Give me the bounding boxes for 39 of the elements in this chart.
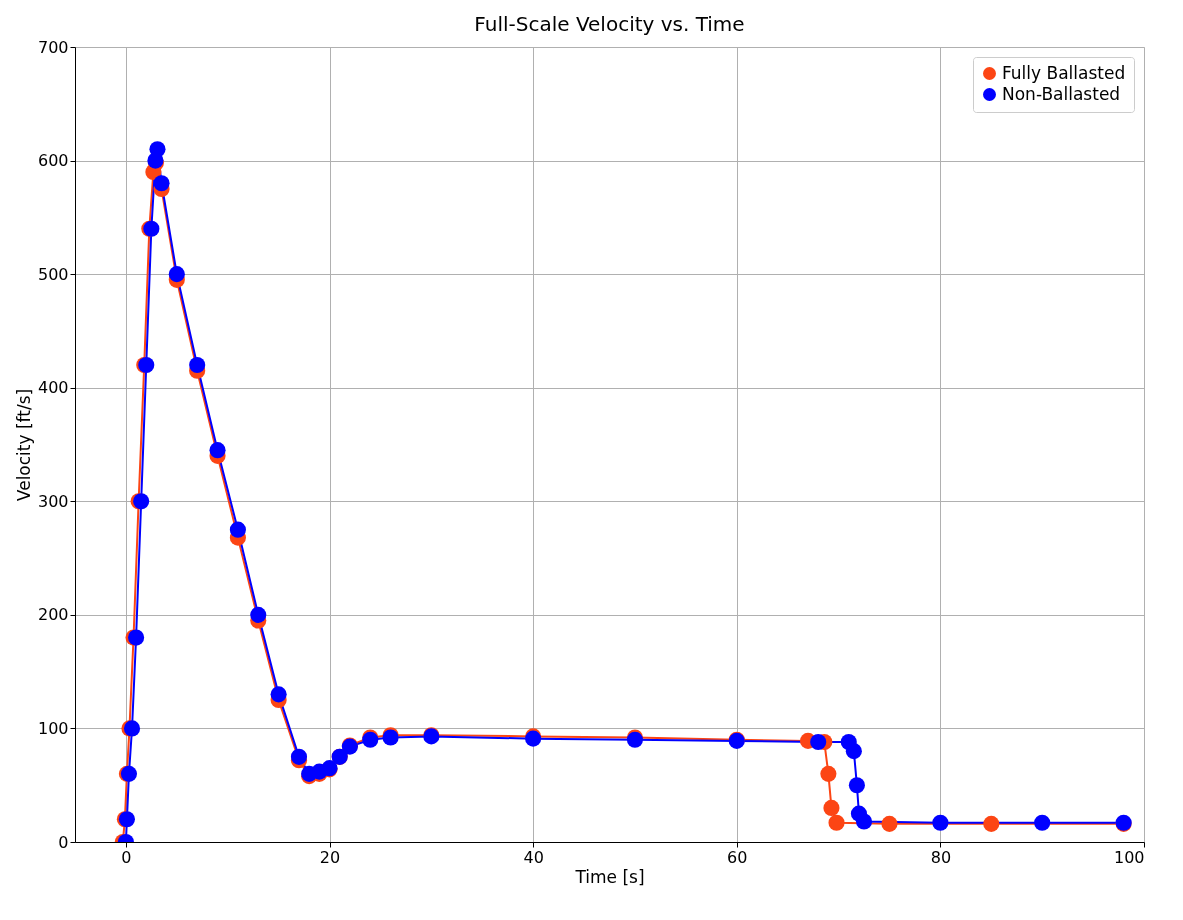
point (149, 141, 166, 158)
legend-label: Fully Ballasted (1002, 62, 1126, 83)
legend-label: Non-Ballasted (1002, 83, 1121, 104)
point (823, 799, 840, 816)
point (209, 442, 226, 459)
y-axis-title: Velocity [ft/s] (13, 388, 34, 502)
point (820, 765, 837, 782)
x-axis-title: Time [s] (574, 866, 645, 887)
point (881, 815, 898, 832)
x-tick-label: 60 (727, 847, 748, 867)
point (189, 356, 206, 374)
point (845, 743, 862, 760)
point (810, 734, 827, 751)
y-tick-label: 700 (37, 37, 69, 57)
point (270, 686, 287, 703)
point (153, 175, 170, 192)
y-tick-label: 0 (58, 832, 69, 852)
x-tick-label: 20 (319, 847, 341, 867)
point (229, 521, 246, 538)
y-tick-label: 400 (37, 378, 69, 398)
point (250, 606, 267, 623)
point (932, 814, 949, 831)
x-tick-label: 80 (930, 847, 952, 867)
point (290, 748, 308, 765)
point (828, 814, 845, 831)
y-tick-label: 600 (37, 151, 69, 171)
y-tick-label: 300 (37, 491, 69, 511)
chart-title: Full-Scale Velocity vs. Time (474, 12, 745, 36)
y-tick-label: 100 (37, 718, 69, 738)
y-tick-label: 500 (37, 264, 69, 284)
x-tick-label: 0 (121, 847, 132, 867)
point (983, 815, 1000, 832)
y-tick-label: 200 (37, 605, 69, 625)
x-tick-label: 100 (1113, 847, 1145, 867)
x-tick-label: 40 (523, 847, 544, 867)
point (168, 266, 185, 283)
point (1034, 814, 1051, 831)
point (848, 777, 865, 794)
point (855, 813, 873, 830)
